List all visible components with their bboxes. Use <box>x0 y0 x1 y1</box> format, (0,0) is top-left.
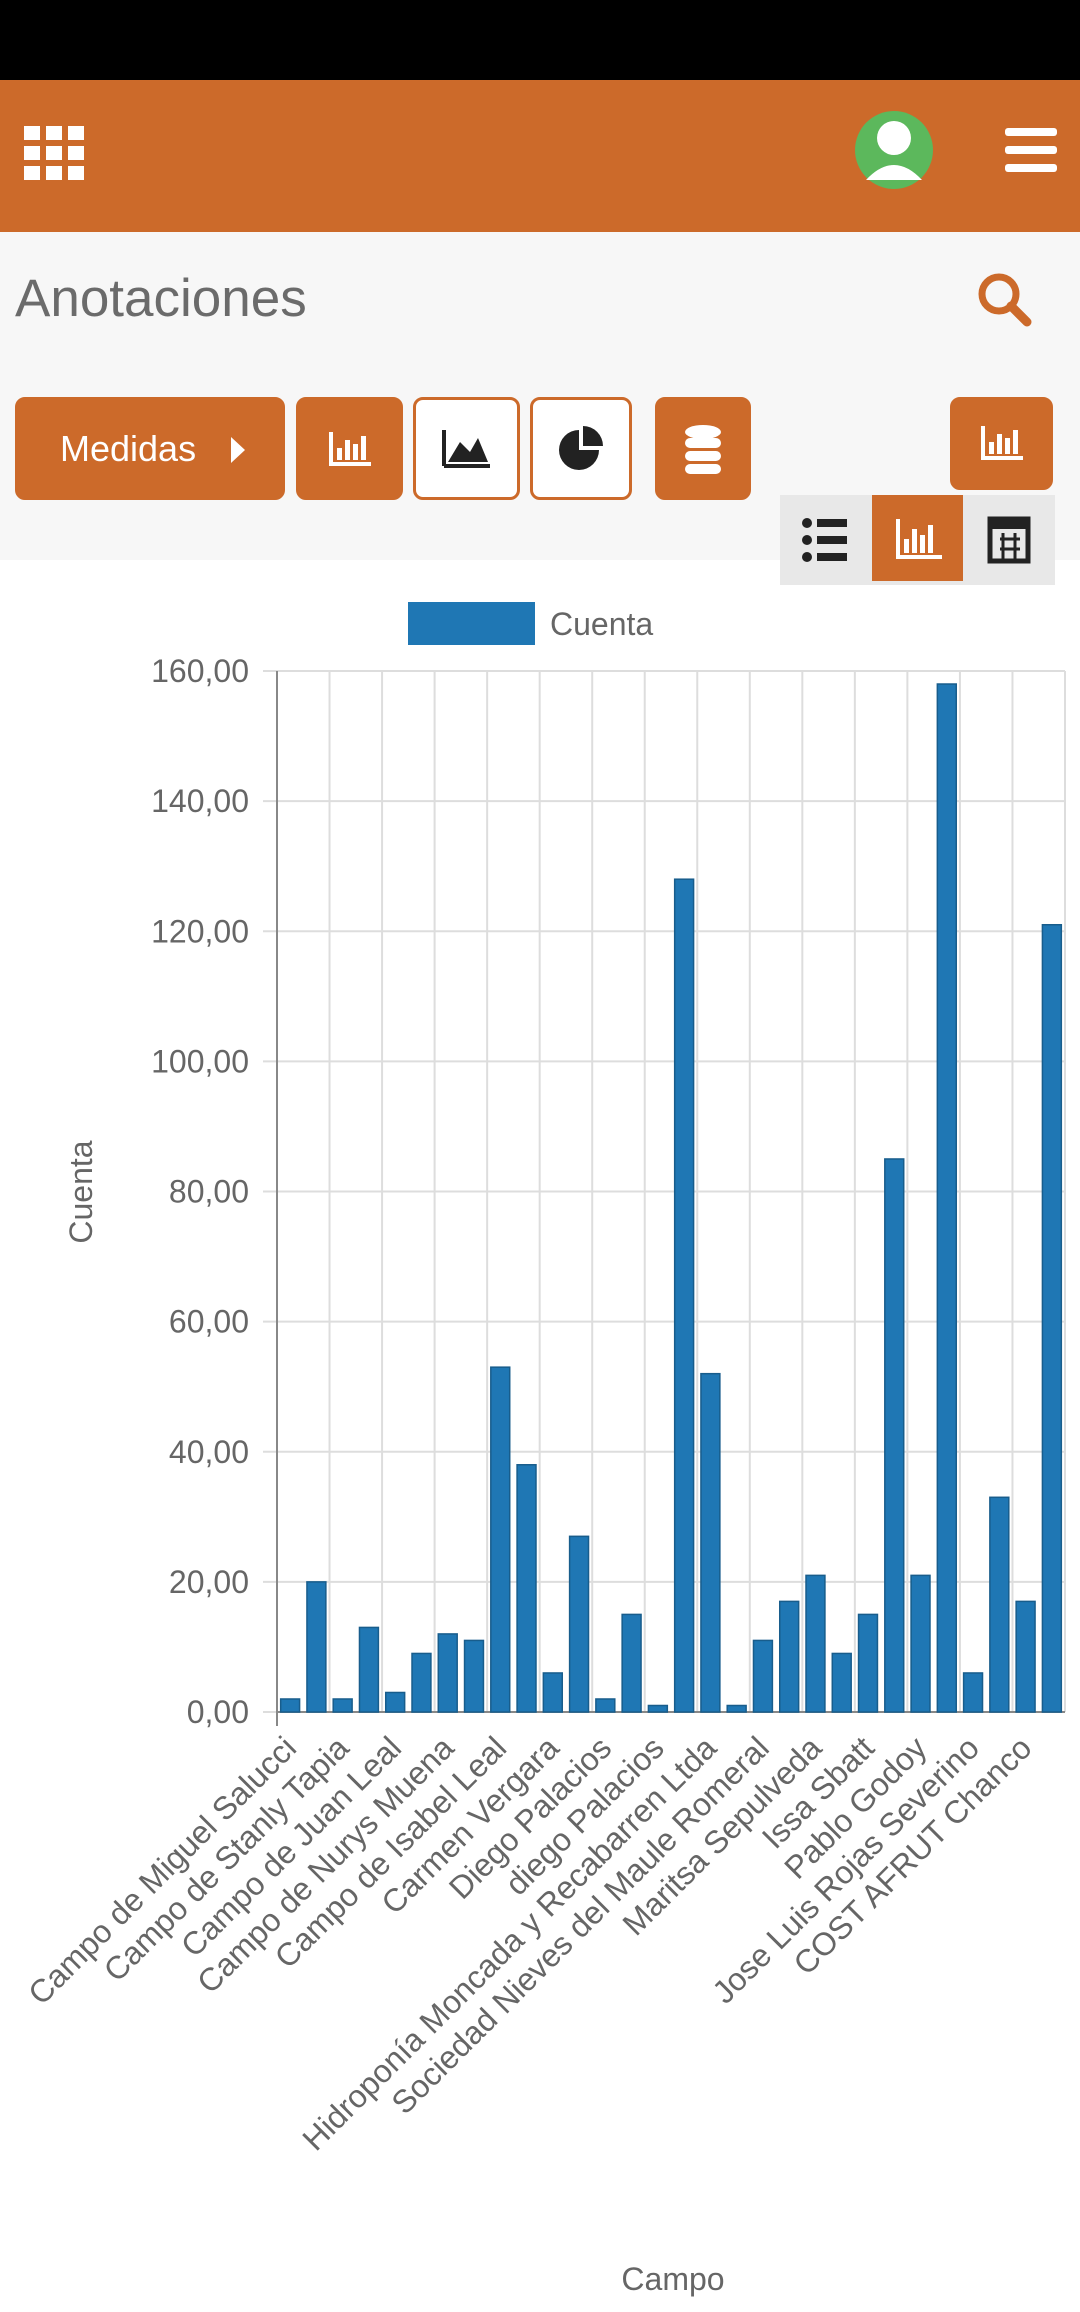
bar <box>857 1613 879 1713</box>
y-tick-label: 40,00 <box>169 1434 249 1470</box>
bar <box>1041 923 1063 1713</box>
y-tick-label: 160,00 <box>151 653 249 689</box>
view-switcher <box>780 495 1055 585</box>
database-icon <box>685 425 721 474</box>
y-tick-label: 20,00 <box>169 1564 249 1600</box>
search-icon[interactable] <box>975 270 1035 330</box>
pie-icon <box>559 426 603 470</box>
bar <box>463 1639 485 1713</box>
bar <box>437 1633 458 1713</box>
bar <box>568 1535 590 1713</box>
bar <box>306 1581 327 1713</box>
bar <box>516 1464 537 1713</box>
bar <box>936 683 958 1713</box>
bar <box>358 1626 380 1713</box>
y-tick-label: 80,00 <box>169 1174 249 1210</box>
database-button[interactable] <box>655 397 751 500</box>
bar <box>384 1691 406 1713</box>
bar <box>805 1574 826 1713</box>
y-tick-label: 60,00 <box>169 1304 249 1340</box>
y-tick-label: 0,00 <box>187 1694 249 1730</box>
apps-icon[interactable] <box>24 126 84 180</box>
chart-type-button[interactable] <box>950 397 1053 490</box>
y-tick-label: 100,00 <box>151 1043 249 1079</box>
menu-icon[interactable] <box>1005 128 1057 172</box>
graph-view[interactable] <box>872 495 963 581</box>
avatar[interactable] <box>855 111 933 189</box>
bar <box>700 1372 721 1713</box>
y-tick-label: 120,00 <box>151 913 249 949</box>
bar <box>279 1698 301 1713</box>
bar <box>621 1613 642 1713</box>
bar <box>884 1158 905 1713</box>
status-bar <box>0 0 1080 80</box>
chart: 0,00 20,00 40,00 60,00 80,00 100,00 120,00 140,… <box>21 602 1066 2297</box>
caret <box>231 437 245 463</box>
header-icons <box>24 111 1057 189</box>
bar <box>411 1652 432 1713</box>
bar <box>542 1672 564 1713</box>
bar <box>673 878 695 1713</box>
bar <box>831 1652 852 1713</box>
app-header <box>0 80 1080 232</box>
area-icon <box>442 430 490 468</box>
y-axis-title: Cuenta <box>63 1140 99 1243</box>
y-tick-label: 140,00 <box>151 783 249 819</box>
bar <box>989 1496 1010 1713</box>
bar <box>726 1704 747 1713</box>
bar-icon <box>981 426 1023 460</box>
bar-icon <box>329 432 371 466</box>
page-title: Anotaciones <box>15 269 307 328</box>
x-axis-title: Campo <box>621 2261 724 2297</box>
measures-button[interactable]: Medidas <box>15 397 285 500</box>
bar <box>778 1600 800 1713</box>
bar <box>962 1672 984 1713</box>
bar <box>647 1704 669 1713</box>
list-view[interactable] <box>780 495 872 585</box>
measures-label: Medidas <box>60 428 197 469</box>
area-view-button[interactable] <box>413 397 520 500</box>
bar <box>910 1574 931 1713</box>
bar <box>752 1639 774 1713</box>
bar <box>332 1698 353 1713</box>
bar-view-button[interactable] <box>296 397 403 500</box>
pie-view-button[interactable] <box>530 397 632 500</box>
bar <box>595 1698 616 1713</box>
legend-swatch <box>408 602 535 645</box>
calendar-view[interactable] <box>987 516 1031 564</box>
legend-label: Cuenta <box>550 606 653 642</box>
bar <box>490 1366 511 1713</box>
bar <box>1015 1600 1036 1713</box>
